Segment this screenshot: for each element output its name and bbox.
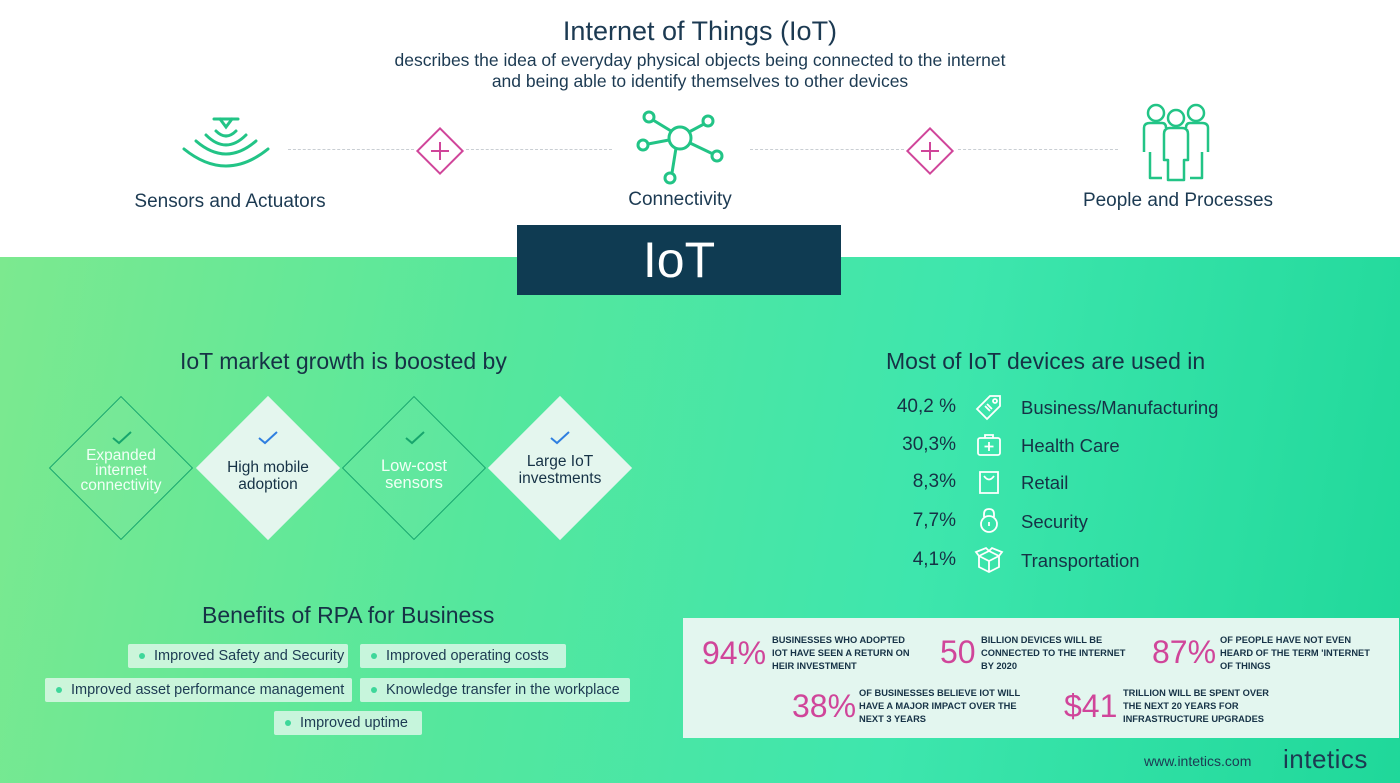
rpa-heading: Benefits of RPA for Business — [202, 602, 495, 628]
rpa-benefit: Improved operating costs — [360, 644, 566, 668]
device-label: Business/Manufacturing — [1021, 397, 1219, 418]
device-label: Security — [1021, 511, 1088, 532]
fact-text: of people have not even heard of the ter… — [1220, 635, 1370, 671]
connector-line — [750, 149, 904, 150]
facts-panel — [683, 618, 1399, 738]
fact-number: 94% — [702, 635, 767, 671]
company-logo: intetics — [1283, 744, 1368, 774]
check-icon — [403, 430, 427, 446]
fact-text: trillion will be spent over the next 20 … — [1123, 688, 1269, 724]
driver-label: Low-cost sensors — [380, 457, 448, 492]
check-icon — [548, 430, 572, 446]
connector-line — [288, 149, 414, 150]
page-subtitle: describes the idea of everyday physical … — [0, 50, 1400, 92]
bullet-dot — [56, 687, 62, 693]
check-icon — [110, 430, 134, 446]
bullet-dot — [371, 653, 377, 659]
rpa-benefit: Knowledge transfer in the workplace — [360, 678, 630, 702]
people-group-icon — [1140, 102, 1212, 184]
device-percent: 8,3% — [912, 471, 956, 492]
growth-heading: IoT market growth is boosted by — [180, 348, 507, 374]
connector-line — [958, 149, 1118, 150]
component-label-connectivity: Connectivity — [628, 189, 732, 210]
device-percent: 30,3% — [902, 434, 956, 455]
driver-label: High mobile adoption — [227, 459, 309, 493]
plus-diamond-icon — [903, 124, 957, 178]
check-icon — [256, 430, 280, 446]
fact-number: 50 — [940, 634, 976, 670]
bullet-dot — [285, 720, 291, 726]
subtitle-line-1: describes the idea of everyday physical … — [394, 50, 1006, 70]
rpa-benefit: Improved uptime — [274, 711, 422, 735]
footer-url[interactable]: www.intetics.com — [1144, 753, 1252, 769]
rpa-benefit: Improved asset performance management — [45, 678, 352, 702]
bullet-dot — [371, 687, 377, 693]
package-box-icon — [974, 545, 1004, 580]
fact-text: Businesses who adopted IoT have seen a r… — [772, 635, 910, 671]
plus-diamond-icon — [413, 124, 467, 178]
component-label-people: People and Processes — [1082, 190, 1274, 211]
driver-label: Large IoT investments — [518, 453, 602, 487]
device-label: Transportation — [1021, 550, 1140, 571]
fact-text: Billion devices will be connected to the… — [981, 635, 1126, 671]
padlock-icon — [974, 506, 1004, 541]
rpa-benefit: Improved Safety and Security — [128, 644, 348, 668]
bullet-dot — [139, 653, 145, 659]
fact-number: 87% — [1152, 634, 1217, 670]
first-aid-kit-icon — [974, 430, 1004, 465]
fact-text: of businesses believe IoT will have a ma… — [859, 688, 1020, 724]
device-percent: 4,1% — [912, 549, 956, 570]
driver-label: Expanded internet connectivity — [80, 447, 162, 494]
subtitle-line-2: and being able to identify themselves to… — [491, 71, 909, 91]
device-label: Retail — [1021, 472, 1069, 493]
connector-line — [466, 149, 612, 150]
network-node-icon — [634, 108, 724, 188]
fact-number: 38% — [792, 688, 857, 724]
price-tag-icon — [974, 392, 1004, 427]
page-title: Internet of Things (IoT) — [562, 16, 838, 46]
fact-number: $41 — [1064, 688, 1118, 724]
shopping-bag-icon — [974, 467, 1004, 502]
device-label: Health Care — [1021, 435, 1120, 456]
iot-banner: IoT — [517, 225, 841, 295]
sensor-wave-icon — [178, 113, 274, 181]
device-percent: 40,2 % — [896, 396, 956, 417]
device-percent: 7,7% — [912, 510, 956, 531]
component-label-sensors: Sensors and Actuators — [134, 191, 326, 212]
devices-heading: Most of IoT devices are used in — [886, 348, 1206, 374]
